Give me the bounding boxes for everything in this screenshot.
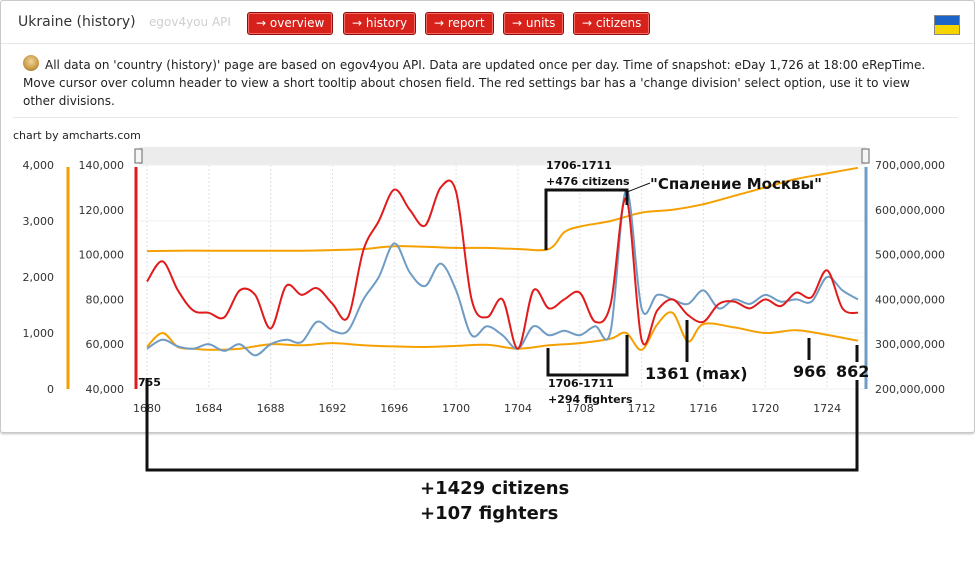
top-bracket-label-2: +476 citizens [546,175,630,188]
info-text: All data on 'country (history)' page are… [23,55,943,110]
scrollbar-right-handle [861,148,870,164]
divider [13,117,958,118]
x-tick-label: 1688 [257,402,285,415]
left-axis-1-tick: 1,000 [23,327,55,340]
x-tick-label: 1712 [628,402,656,415]
x-tick-label: 1724 [813,402,841,415]
right-axis-tick: 600,000,000 [875,204,945,217]
right-axis-tick: 500,000,000 [875,249,945,262]
plot-area [139,147,866,389]
x-tick-label: 1692 [318,402,346,415]
right-axis-tick: 200,000,000 [875,383,945,396]
citizens-button[interactable]: → citizens [573,12,651,35]
burning-moscow-label: "Спаление Москвы" [650,175,822,193]
right-axis-tick: 300,000,000 [875,338,945,351]
right-axis-tick: 700,000,000 [875,159,945,172]
burning-pointer [626,182,651,193]
report-button[interactable]: → report [425,12,494,35]
info-avatar-icon [23,55,39,71]
history-button[interactable]: → history [343,12,417,35]
right-axis-tick: 400,000,000 [875,293,945,306]
api-subtitle: egov4you API [149,15,231,29]
x-tick-label: 1708 [566,402,594,415]
ukraine-flag-icon [934,15,960,35]
left-axis-2-tick: 100,000 [79,249,125,262]
left-axis-2-tick: 40,000 [86,383,125,396]
page-title: Ukraine (history) [18,14,136,30]
top-bracket-label-1: 1706-1711 [546,159,612,172]
summary-citizens: +1429 citizens [420,478,570,499]
left-axis-1-tick: 4,000 [23,159,55,172]
left-axis-1-tick: 2,000 [23,271,55,284]
left-axis-2-tick: 60,000 [86,338,125,351]
x-tick-label: 1716 [689,402,717,415]
left-axis-1-tick: 3,000 [23,215,55,228]
value-966-label: 966 [793,362,827,381]
citizens-series-line [146,166,859,253]
left-axis-1-tick: 0 [47,383,54,396]
bottom-bracket-label-2: +294 fighters [548,393,633,406]
x-tick-label: 1696 [380,402,408,415]
start-value-label: 755 [138,376,161,389]
left-axis-2-tick: 120,000 [79,204,125,217]
x-tick-label: 1700 [442,402,470,415]
x-tick-label: 1684 [195,402,223,415]
scrollbar-left-handle [134,148,143,164]
left-axis-2-tick: 140,000 [79,159,125,172]
top-bracket [544,188,629,250]
chart-credit-link[interactable]: chart by amcharts.com [13,129,141,142]
summary-bracket [145,378,859,472]
panel-header: Ukraine (history) egov4you API → overvie… [1,1,974,44]
overview-button[interactable]: → overview [247,12,334,35]
blue-series-line [146,179,859,350]
max-value-label: 1361 (max) [645,364,748,383]
units-button[interactable]: → units [503,12,565,35]
info-body: All data on 'country (history)' page are… [23,58,926,108]
x-tick-label: 1704 [504,402,532,415]
x-tick-label: 1720 [751,402,779,415]
red-series-line [146,188,859,357]
left-axis-2-tick: 80,000 [86,293,125,306]
summary-fighters: +107 fighters [420,503,559,524]
bottom-bracket [546,335,629,377]
value-862-label: 862 [836,362,870,381]
scrollbar-track [139,147,866,165]
bottom-bracket-label-1: 1706-1711 [548,377,614,390]
